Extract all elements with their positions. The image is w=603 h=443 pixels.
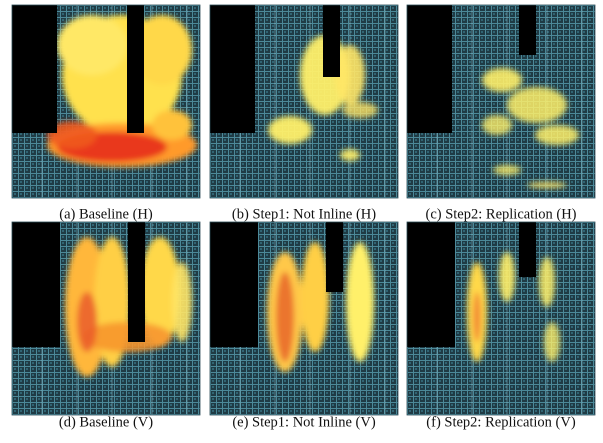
hotspot [499,252,515,302]
heatmap [210,5,398,198]
caption: (e) Step1: Not Inline (V) [232,414,376,430]
heatmap [407,5,595,198]
hotspot [301,242,329,352]
hotspot [152,110,192,140]
hotspot [535,125,579,145]
caption: (f) Step2: Replication (V) [426,414,576,430]
hotspot [493,165,521,175]
hotspot [507,87,567,123]
heatmap [12,5,200,198]
caption: (d) Baseline (V) [59,414,153,430]
hotspot [340,149,360,161]
heatmap [407,222,595,415]
black-bar [127,5,144,133]
black-bar [323,5,340,77]
caption: (a) Baseline (H) [59,206,153,222]
black-bar [326,222,343,292]
hotspot [276,272,294,362]
black-block [210,5,255,133]
black-block [12,5,57,133]
black-block [407,5,452,133]
hotspot [77,292,97,352]
black-bar [519,222,536,277]
hotspot [482,115,512,135]
panel [210,222,398,415]
hotspot [473,292,481,342]
panel [407,222,595,415]
panel [407,5,595,198]
panel [12,5,200,198]
black-bar [519,5,536,55]
hotspot [346,242,374,362]
heatmap [210,222,398,415]
black-block [407,222,455,347]
hotspot [172,262,192,342]
heatmap [12,222,200,415]
black-block [12,222,60,347]
black-block [210,222,258,347]
caption: (c) Step2: Replication (H) [426,206,577,222]
panel [210,5,398,198]
caption: (b) Step1: Not Inline (H) [232,206,376,222]
hotspot [57,15,127,75]
hotspot [268,116,312,144]
hotspot [482,68,522,92]
congestion [47,15,197,167]
hotspot [544,322,560,362]
figure: (a) Baseline (H) (b) Step1: Not Inline (H… [0,0,603,438]
hotspot [342,102,378,118]
black-bar [128,222,145,342]
hotspot [527,182,567,188]
hotspot [539,257,555,307]
panel [12,222,200,415]
